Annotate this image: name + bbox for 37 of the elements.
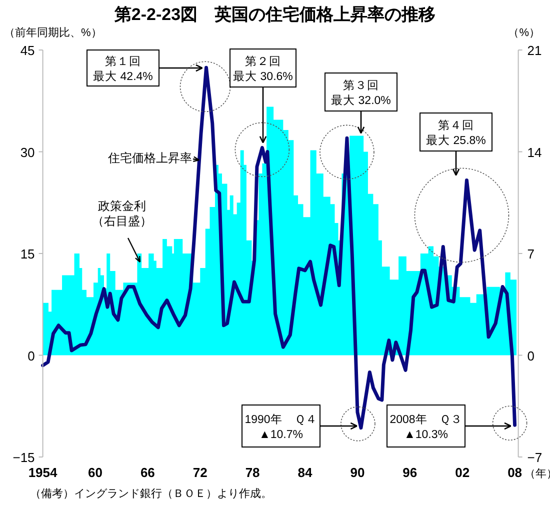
x-axis-title: （年） xyxy=(524,468,550,480)
y2-axis-title: （%） xyxy=(508,27,540,39)
annotation: 第２回最大 30.6% xyxy=(230,48,296,88)
y-tick-label: −15 xyxy=(12,450,35,465)
annotation: 第３回最大 32.0% xyxy=(324,72,398,112)
chart-title: 第2-2-23図 英国の住宅価格上昇率の推移 xyxy=(113,5,436,24)
annotation: 2008年 Ｑ３ ▲10.3% xyxy=(386,404,466,448)
x-tick-label: 08 xyxy=(508,465,522,480)
y-tick-label: 45 xyxy=(20,43,35,58)
annotation: 1990年 Ｑ４ ▲10.7% xyxy=(244,413,318,441)
annotation: 第４回最大 25.8% xyxy=(426,119,486,147)
y-tick-label: 30 xyxy=(20,144,35,160)
y2-tick-label: 14 xyxy=(527,144,542,160)
annotation: 第２回最大 30.6% xyxy=(233,55,293,83)
annotation: 第３回最大 32.0% xyxy=(331,79,391,107)
x-tick-label: 90 xyxy=(350,465,365,480)
y2-tick-label: 0 xyxy=(527,348,535,364)
x-tick-label: 84 xyxy=(298,465,314,480)
text: （備考）イングランド銀行（ＢＯＥ）より作成。 xyxy=(30,487,272,500)
x-tick-label: 02 xyxy=(455,465,470,480)
y2-tick-label: 7 xyxy=(527,246,535,262)
x-tick-label: 66 xyxy=(140,465,155,480)
annotation: 第４回最大 25.8% xyxy=(420,112,492,152)
x-tick-label: 96 xyxy=(402,465,418,480)
y2-tick-label: 21 xyxy=(527,43,542,58)
x-tick-label: 78 xyxy=(245,465,260,480)
annotation: 第１回最大 42.4% xyxy=(86,50,160,86)
y-tick-label: 15 xyxy=(20,246,35,262)
y2-tick-label: −7 xyxy=(527,450,542,465)
annotation: 2008年 Ｑ３ ▲10.3% xyxy=(390,413,462,441)
annotation: 第１回最大 42.4% xyxy=(93,55,153,83)
y-tick-label: 0 xyxy=(28,348,35,364)
y-axis-title: （前年同期比、%） xyxy=(4,26,102,39)
x-tick-label: 1954 xyxy=(28,465,58,480)
x-tick-label: 60 xyxy=(88,465,102,480)
x-tick-label: 72 xyxy=(192,465,208,480)
annotation: 1990年 Ｑ４ ▲10.7% xyxy=(242,404,320,448)
